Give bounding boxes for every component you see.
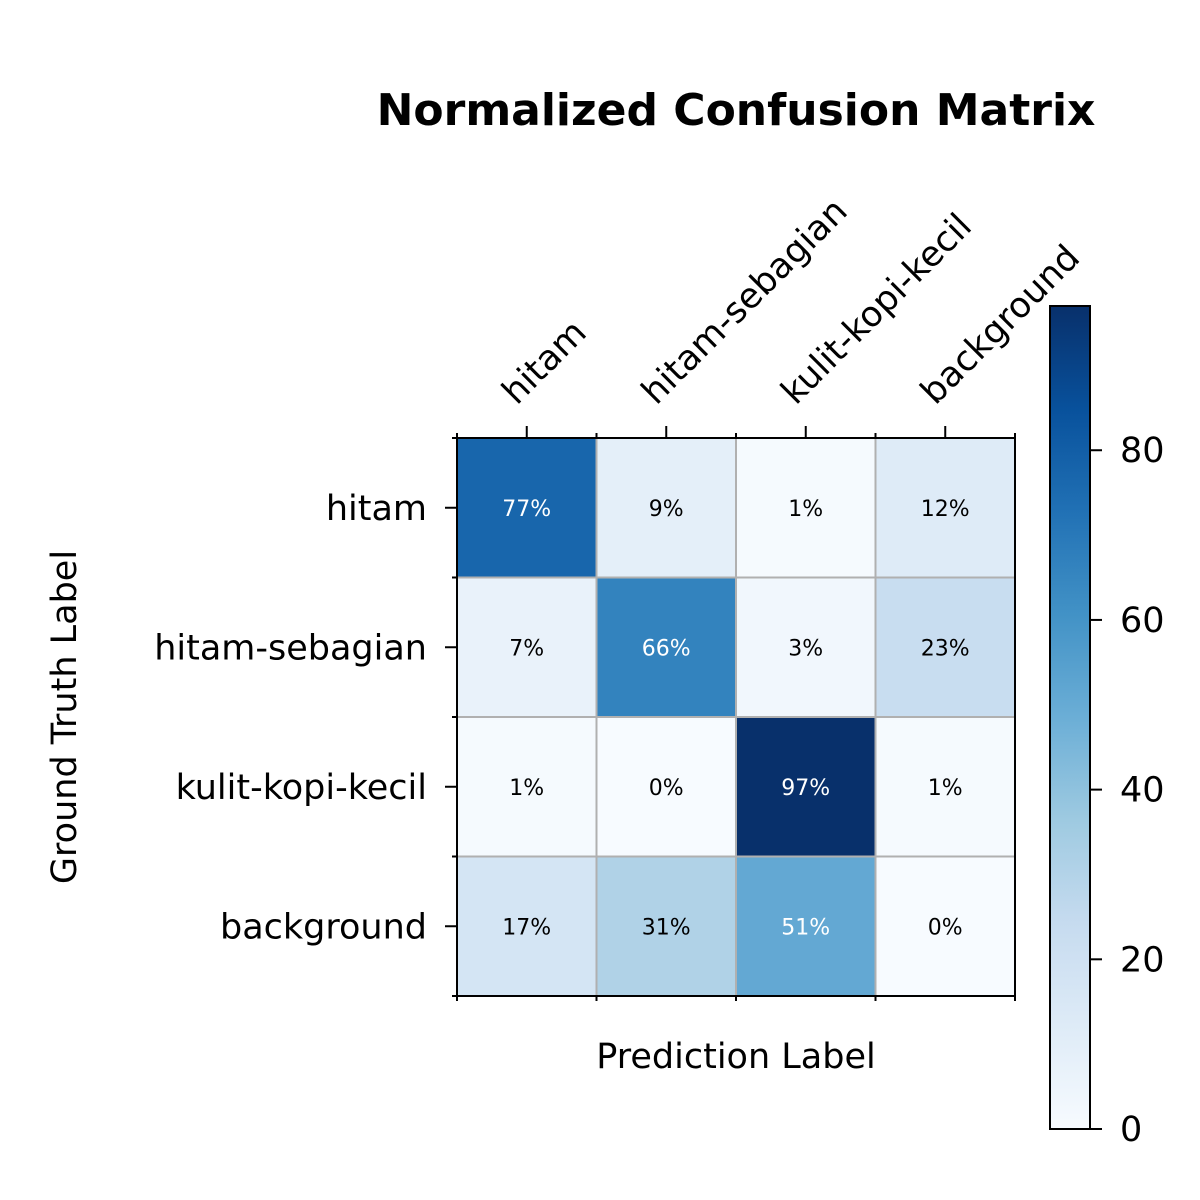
cell-value-label: 3% (788, 636, 823, 661)
colorbar-tick-label: 20 (1120, 940, 1165, 980)
heatmap-cell (595, 716, 737, 858)
y-tick-label: hitam-sebagian (154, 628, 427, 668)
colorbar-tick-label: 80 (1120, 431, 1165, 471)
cell-value-label: 97% (781, 776, 830, 801)
cell-value-label: 0% (928, 915, 963, 940)
heatmap-cell (874, 576, 1016, 718)
heatmap-cell (874, 716, 1016, 858)
cell-value-label: 1% (509, 776, 544, 801)
heatmap-cell (874, 437, 1016, 579)
heatmap-cell (874, 855, 1016, 997)
colorbar-tick-label: 0 (1120, 1110, 1142, 1150)
cell-value-label: 0% (649, 776, 684, 801)
cell-value-label: 1% (788, 497, 823, 522)
colorbar-ticks: 0 20 40 60 80 (1090, 431, 1165, 1150)
cell-value-label: 7% (509, 636, 544, 661)
x-tick-label: hitam (495, 313, 595, 413)
chart-title: Normalized Confusion Matrix (377, 85, 1096, 136)
heatmap-cell (595, 437, 737, 579)
y-tick-label: hitam (326, 489, 427, 529)
heatmap-cell (595, 576, 737, 718)
cell-value-label: 17% (502, 915, 551, 940)
y-tick-label: kulit-kopi-kecil (176, 768, 427, 808)
y-tick-label: background (220, 907, 427, 947)
heatmap-cell-labels: 77% 9% 1% 12% 7% 66% 3% 23% 1% 0% 97% 1% 17% 31% 51% 0% (502, 497, 969, 941)
cell-value-label: 31% (642, 915, 691, 940)
colorbar-gradient (1049, 305, 1091, 1130)
cell-value-label: 51% (781, 915, 830, 940)
y-axis-label: Ground Truth Label (45, 550, 85, 884)
cell-value-label: 77% (502, 497, 551, 522)
cell-value-label: 23% (921, 636, 970, 661)
cell-value-label: 9% (649, 497, 684, 522)
heatmap-cell (595, 855, 737, 997)
colorbar: 0 20 40 60 80 (1049, 305, 1165, 1150)
x-axis-label: Prediction Label (596, 1037, 875, 1077)
colorbar-tick-label: 40 (1120, 771, 1165, 811)
y-axis-ticks: hitam hitam-sebagian kulit-kopi-kecil backg… (154, 437, 457, 997)
heatmap-cell (456, 437, 598, 579)
cell-value-label: 1% (928, 776, 963, 801)
heatmap-cells (456, 437, 1016, 997)
cell-value-label: 12% (921, 497, 970, 522)
cell-value-label: 66% (642, 636, 691, 661)
colorbar-tick-label: 60 (1120, 601, 1165, 641)
